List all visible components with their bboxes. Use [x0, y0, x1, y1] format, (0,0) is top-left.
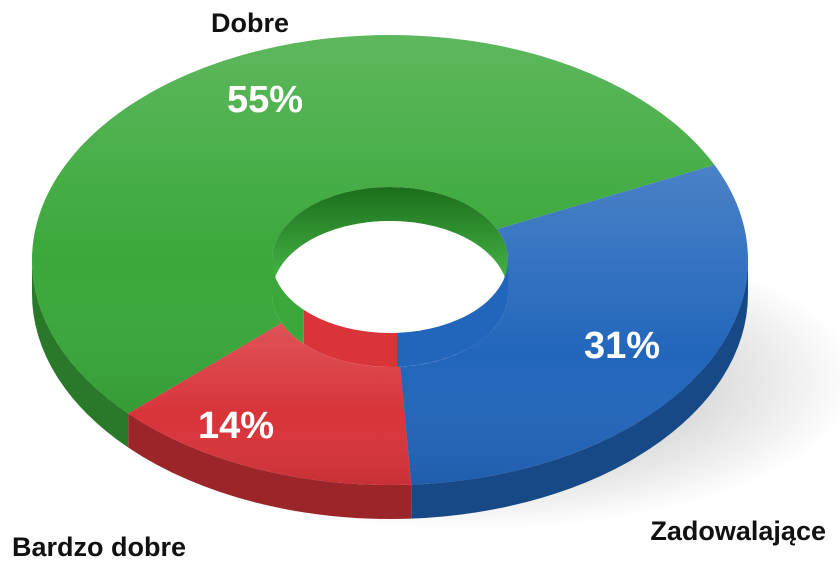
category-label-2: Bardzo dobre	[12, 532, 186, 562]
donut-labels: 55% Dobre 31% Zadowalające 14% Bardzo dobre	[12, 8, 826, 562]
slice-shine-0	[32, 34, 715, 414]
pct-label-2: 14%	[198, 405, 274, 447]
hole-wall	[272, 187, 508, 294]
donut-slices	[32, 34, 748, 485]
slice-shine-1	[397, 164, 748, 485]
slice-side-0	[32, 260, 129, 448]
slice-side-1	[411, 260, 748, 519]
donut-hole	[272, 187, 508, 367]
hole-cover-2	[303, 309, 397, 367]
category-label-0: Dobre	[211, 8, 289, 38]
category-label-1: Zadowalające	[650, 516, 826, 546]
hole-cover-1	[397, 260, 508, 367]
hole-cover-0	[272, 260, 304, 344]
donut-sides	[32, 260, 748, 519]
pct-label-1: 31%	[584, 325, 660, 367]
slice-side-2	[128, 413, 412, 519]
pct-label-0: 55%	[227, 79, 303, 121]
